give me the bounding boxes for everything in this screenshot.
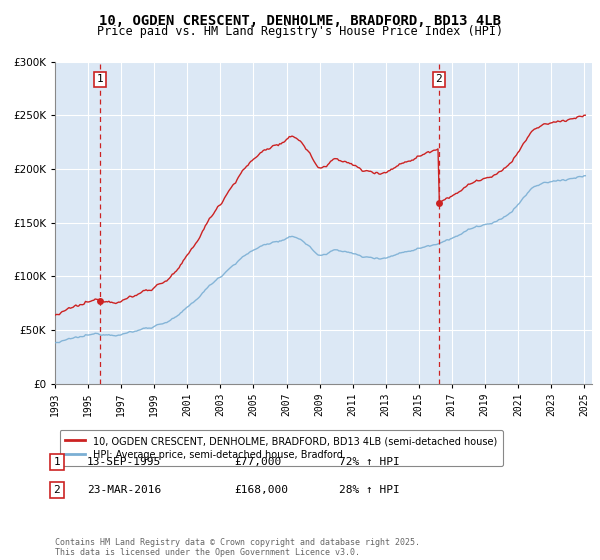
Text: £168,000: £168,000 xyxy=(234,485,288,495)
Text: £77,000: £77,000 xyxy=(234,457,281,467)
Text: 1: 1 xyxy=(53,457,61,467)
Text: 1: 1 xyxy=(97,74,103,85)
Text: Contains HM Land Registry data © Crown copyright and database right 2025.
This d: Contains HM Land Registry data © Crown c… xyxy=(55,538,420,557)
Legend: 10, OGDEN CRESCENT, DENHOLME, BRADFORD, BD13 4LB (semi-detached house), HPI: Ave: 10, OGDEN CRESCENT, DENHOLME, BRADFORD, … xyxy=(59,430,503,466)
Text: 13-SEP-1995: 13-SEP-1995 xyxy=(87,457,161,467)
Text: 2: 2 xyxy=(435,74,442,85)
Text: 72% ↑ HPI: 72% ↑ HPI xyxy=(339,457,400,467)
Text: 23-MAR-2016: 23-MAR-2016 xyxy=(87,485,161,495)
Text: Price paid vs. HM Land Registry's House Price Index (HPI): Price paid vs. HM Land Registry's House … xyxy=(97,25,503,38)
Text: 2: 2 xyxy=(53,485,61,495)
Text: 10, OGDEN CRESCENT, DENHOLME, BRADFORD, BD13 4LB: 10, OGDEN CRESCENT, DENHOLME, BRADFORD, … xyxy=(99,14,501,28)
Text: 28% ↑ HPI: 28% ↑ HPI xyxy=(339,485,400,495)
Bar xyxy=(55,62,100,384)
